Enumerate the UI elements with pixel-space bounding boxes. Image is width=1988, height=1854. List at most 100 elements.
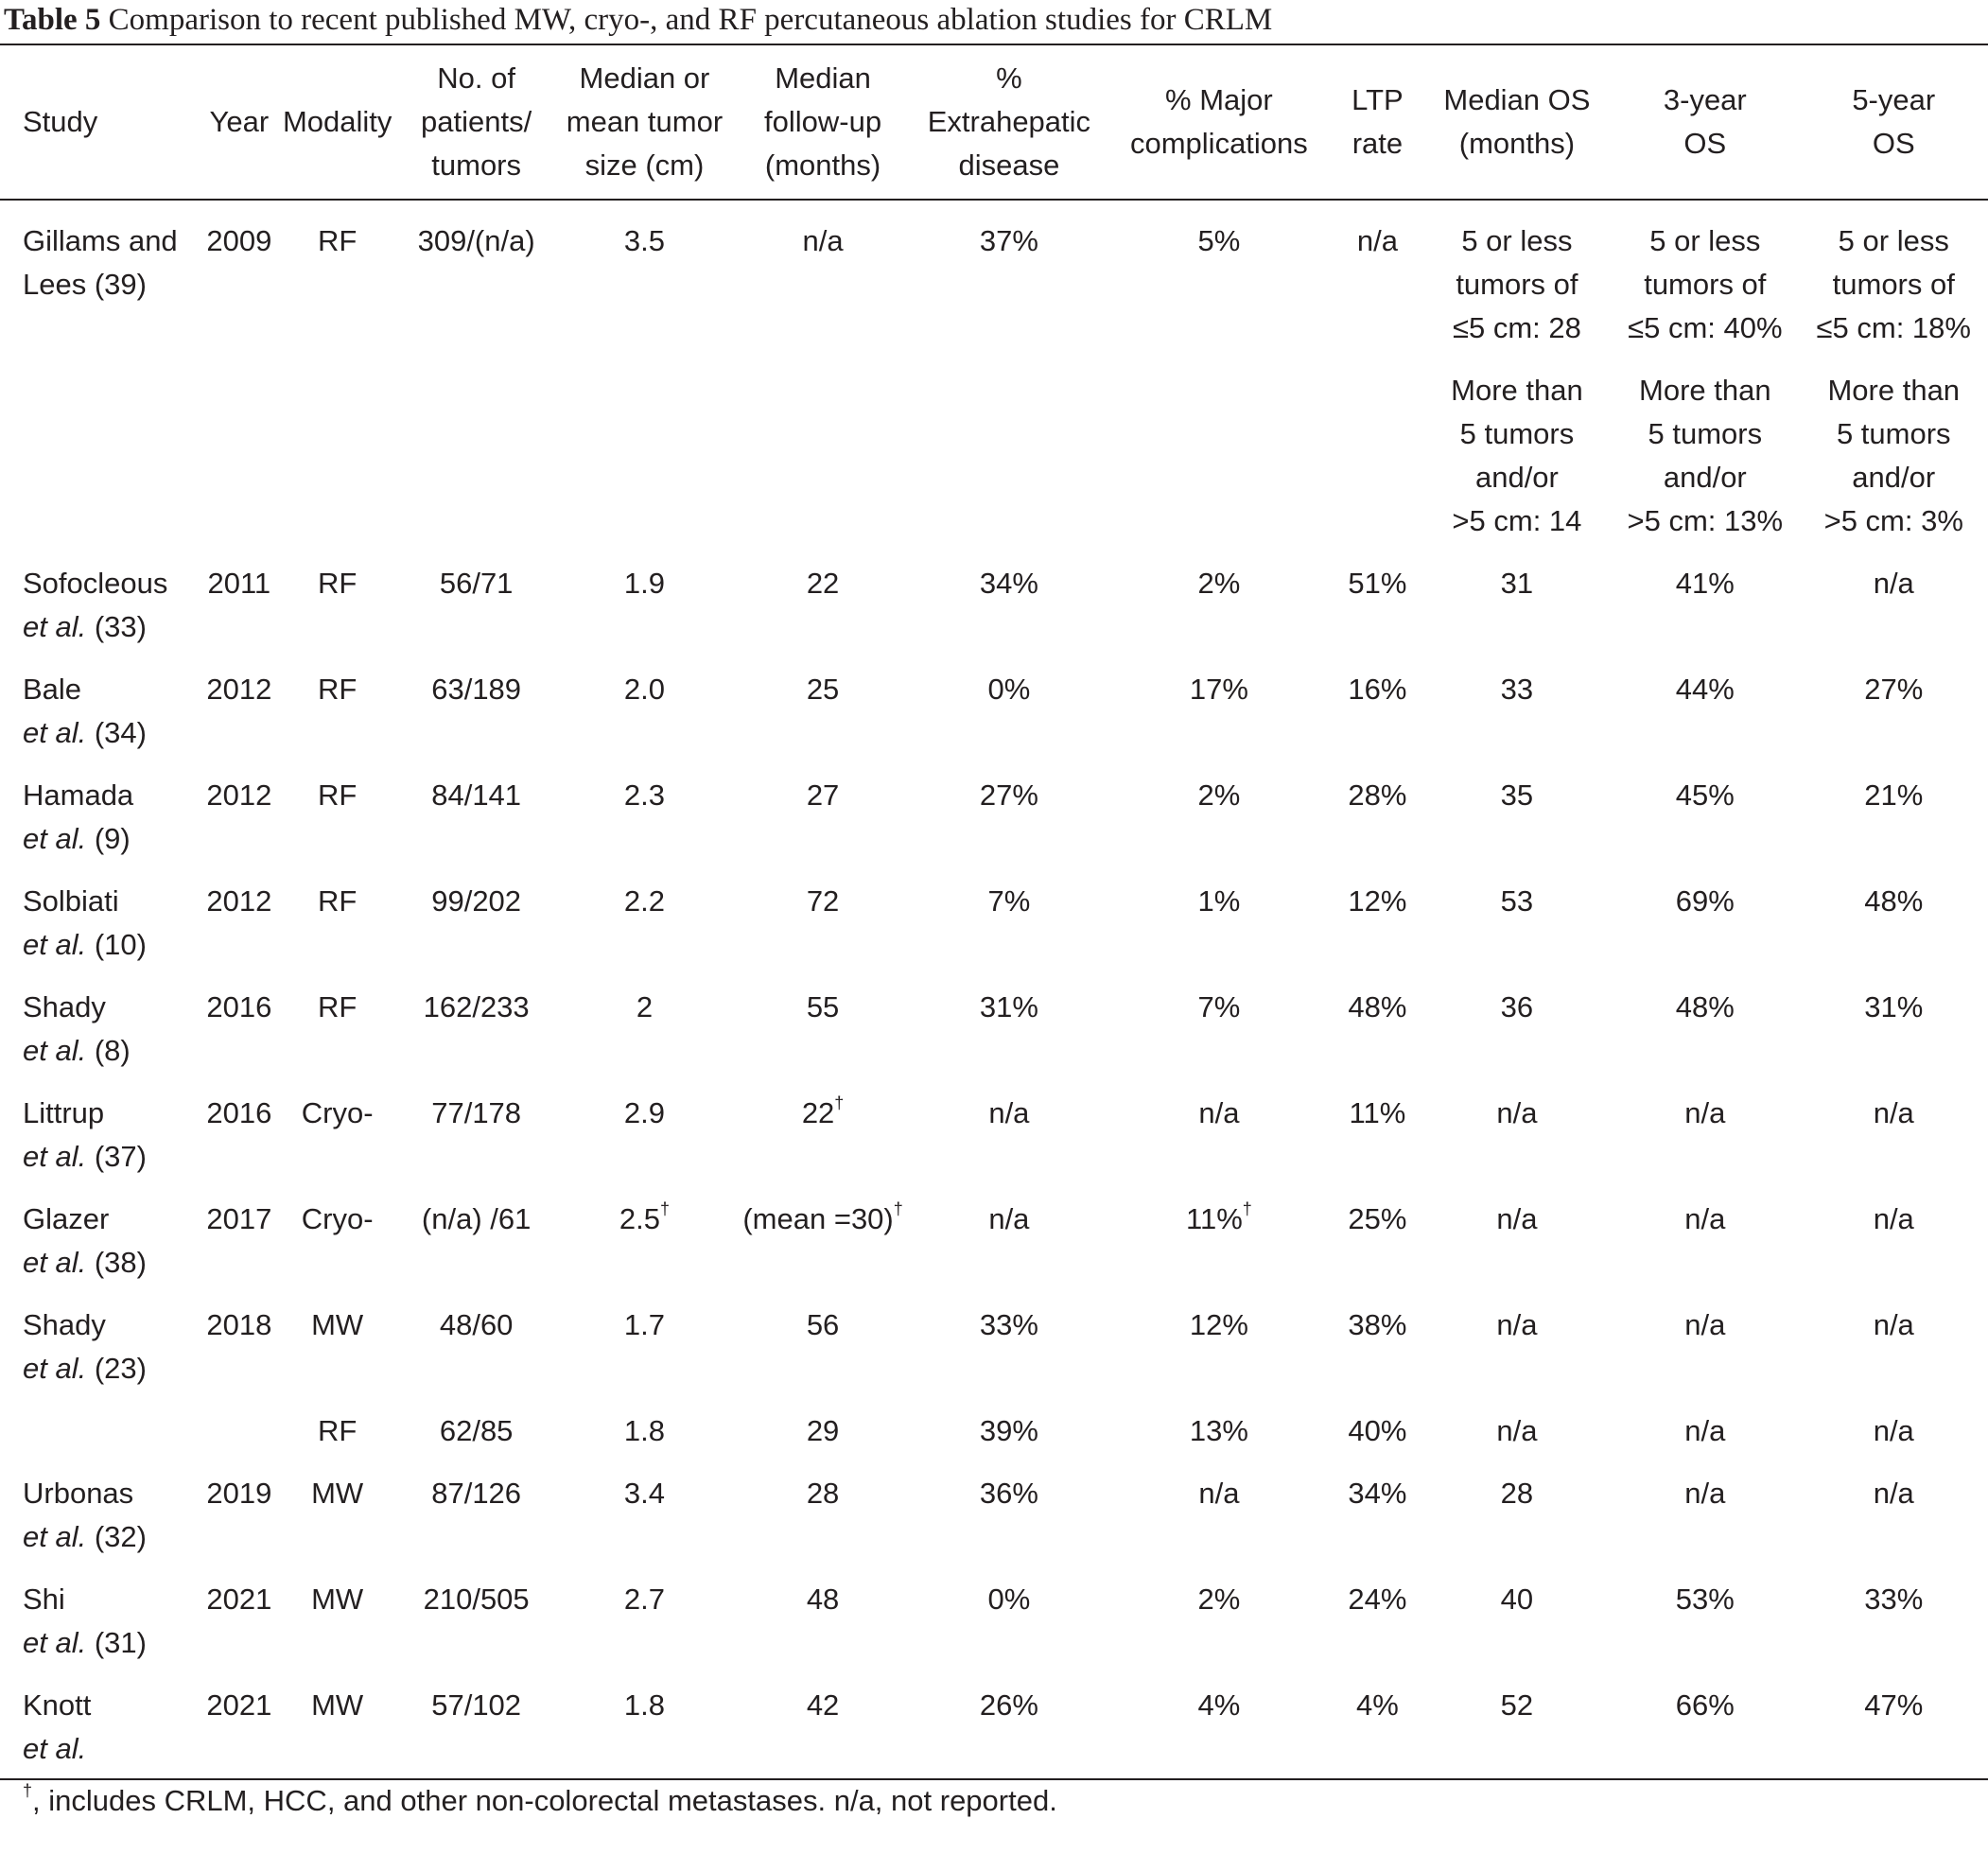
cell-modality: RF (277, 649, 397, 755)
cell-median-os-value: 52 (1500, 1688, 1534, 1722)
header-tumor-size-line: mean tumor (566, 105, 724, 138)
cell-modality: Cryo- (277, 1073, 397, 1179)
cell-median-os: 35 (1423, 755, 1611, 861)
cell-tumor-size-value: 3.4 (623, 1477, 665, 1510)
cell-study: Urbonas et al. (32) (0, 1453, 201, 1559)
cell-major-complications-value: 5% (1197, 224, 1241, 257)
cell-study (0, 1390, 201, 1453)
cell-os-median-line: >5 cm: 14 (1452, 504, 1582, 537)
study-citation: et al. (38) (23, 1241, 201, 1285)
cell-extrahepatic: 36% (912, 1453, 1107, 1559)
header-extrahepatic: % Extrahepatic disease (912, 45, 1107, 200)
cell-tumor-size-value: 3.5 (623, 224, 665, 257)
cell-modality: RF (277, 1390, 397, 1453)
cell-ltp-rate-value: 38% (1348, 1308, 1407, 1341)
header-patients-tumors-line: patients/ (421, 105, 532, 138)
cell-follow-up-value: 25 (806, 673, 840, 706)
study-author: Urbonas (23, 1477, 134, 1510)
cell-modality: MW (277, 1285, 397, 1390)
et-al: et al. (23, 610, 87, 643)
cell-tumor-size: 2.5† (555, 1179, 734, 1285)
cell-tumor-size-value: 1.8 (623, 1688, 665, 1722)
cell-year-value: 2016 (206, 990, 272, 1023)
cell-os-5-year-value: 31% (1864, 990, 1924, 1023)
cell-os-5-year-value: 33% (1864, 1583, 1924, 1616)
et-al: et al. (23, 1140, 87, 1173)
cell-follow-up: 72 (734, 861, 912, 967)
cell-os-5-year: n/a (1800, 1453, 1988, 1559)
cell-year-value: 2009 (206, 224, 272, 257)
cell-modality: RF (277, 861, 397, 967)
cell-major-complications: 2% (1107, 1559, 1332, 1665)
cell-tumor-size-value: 2.3 (623, 778, 665, 812)
table-row: Urbonas et al. (32) 2019 MW 87/126 3.4 28 36% n/… (0, 1453, 1988, 1559)
cell-median-os-value: n/a (1496, 1202, 1538, 1235)
header-ltp-rate: LTP rate (1332, 45, 1423, 200)
table-body: Gillams and Lees (39) 2009 RF 309/(n/a) 3.5 n/… (0, 200, 1988, 1778)
cell-extrahepatic-value: 39% (979, 1414, 1038, 1447)
cell-patients-tumors: 56/71 (397, 543, 555, 649)
cell-patients-tumors-value: 162/233 (423, 990, 530, 1023)
cell-patients-tumors: 84/141 (397, 755, 555, 861)
cell-ltp-rate: 24% (1332, 1559, 1423, 1665)
cell-os5-line: and/or (1852, 461, 1936, 494)
cell-extrahepatic: 39% (912, 1390, 1107, 1453)
study-author: Littrup (23, 1096, 105, 1129)
table-caption: Table 5 Comparison to recent published M… (4, 2, 1980, 38)
cell-major-complications-value: 2% (1197, 1583, 1241, 1616)
cell-year-value: 2011 (207, 567, 271, 600)
top-rule (0, 44, 1988, 45)
cell-modality-value: RF (318, 778, 357, 812)
cell-tumor-size: 2 (555, 967, 734, 1073)
cell-follow-up-value: 22 (806, 567, 840, 600)
cell-median-os-value: 31 (1500, 567, 1534, 600)
study-reference: (33) (94, 610, 147, 643)
cell-extrahepatic: 27% (912, 755, 1107, 861)
cell-os-5-year-value: n/a (1873, 567, 1914, 600)
cell-tumor-size-value: 2.0 (623, 673, 665, 706)
cell-median-os-value: 28 (1500, 1477, 1534, 1510)
cell-major-complications-value: 4% (1197, 1688, 1241, 1722)
cell-os-3-year: n/a (1611, 1073, 1799, 1179)
cell-follow-up: 55 (734, 967, 912, 1073)
cell-year-value: 2016 (206, 1096, 272, 1129)
cell-median-os: 5 or less tumors of ≤5 cm: 28 (1423, 200, 1611, 350)
header-follow-up-line: Median (775, 61, 871, 95)
table-row: Bale et al. (34) 2012 RF 63/189 2.0 25 0% 17% 16%… (0, 649, 1988, 755)
cell-year: 2021 (201, 1559, 277, 1665)
header-os-3-year: 3-year OS (1611, 45, 1799, 200)
cell-median-os: 53 (1423, 861, 1611, 967)
cell-os-3-year: n/a (1611, 1179, 1799, 1285)
dagger-mark: † (660, 1198, 671, 1218)
cell-extrahepatic: 7% (912, 861, 1107, 967)
study-author-suffix: Lees (23, 268, 95, 301)
cell-major-complications: n/a (1107, 1073, 1332, 1179)
table-row: Glazer et al. (38) 2017 Cryo- (n/a) /61 2.5†(… (0, 1179, 1988, 1285)
cell-os-5-year: n/a (1800, 1285, 1988, 1390)
cell-os-5-year: 5 or less tumors of ≤5 cm: 18% (1800, 200, 1988, 350)
cell-extrahepatic-value: 27% (979, 778, 1038, 812)
header-extrahepatic-line: % (996, 61, 1022, 95)
study-reference: (32) (94, 1520, 147, 1553)
cell-major-complications-value: 13% (1189, 1414, 1248, 1447)
cell-follow-up: n/a (734, 200, 912, 350)
cell-modality-value: RF (318, 567, 357, 600)
study-reference: (34) (94, 716, 147, 749)
cell-extrahepatic-value: 33% (979, 1308, 1038, 1341)
cell-median-os-value: n/a (1496, 1096, 1538, 1129)
header-median-os-line: Median OS (1443, 83, 1591, 116)
cell-modality-value: MW (311, 1688, 364, 1722)
cell-follow-up-value: n/a (802, 224, 844, 257)
study-citation: et al. (33) (23, 605, 201, 649)
cell-ltp-rate: 48% (1332, 967, 1423, 1073)
table-title: Comparison to recent published MW, cryo-… (108, 3, 1273, 37)
cell-median-os: 31 (1423, 543, 1611, 649)
cell-os3-line: >5 cm: 13% (1627, 504, 1784, 537)
cell-tumor-size: 1.9 (555, 543, 734, 649)
header-patients-tumors-line: tumors (431, 149, 522, 182)
cell-os-5-year: 27% (1800, 649, 1988, 755)
cell-ltp-rate-value: 12% (1348, 884, 1407, 918)
cell-tumor-size-value: 1.8 (623, 1414, 665, 1447)
cell-year-value: 2018 (206, 1308, 272, 1341)
cell-follow-up: (mean =30)† (734, 1179, 912, 1285)
